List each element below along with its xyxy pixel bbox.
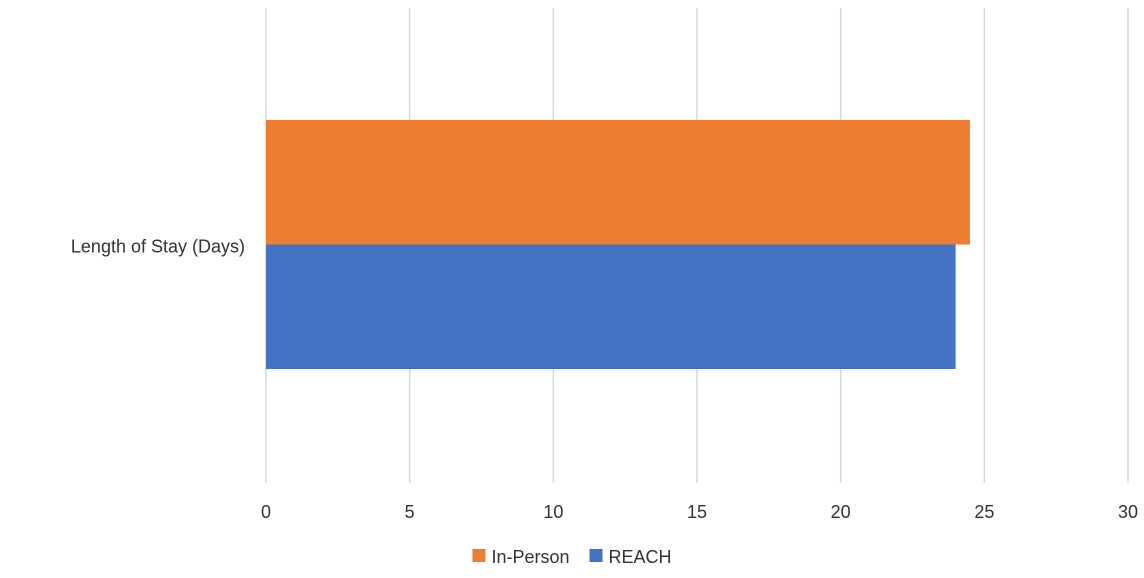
- legend: In-Person REACH: [472, 547, 672, 567]
- legend-label: REACH: [609, 547, 672, 567]
- x-tick-label: 10: [543, 502, 563, 522]
- legend-label: In-Person: [491, 547, 569, 567]
- axis-labels: 0 5 10 15 20 25 30 Length of Stay (Days): [71, 237, 1138, 523]
- x-tick-label: 15: [687, 502, 707, 522]
- bars: [266, 120, 970, 369]
- x-tick-label: 25: [974, 502, 994, 522]
- x-tick-label: 20: [831, 502, 851, 522]
- category-label: Length of Stay (Days): [71, 237, 245, 257]
- legend-swatch: [589, 549, 603, 562]
- x-tick-label: 30: [1118, 502, 1138, 522]
- bar-reach: [266, 244, 956, 369]
- legend-swatch: [472, 549, 486, 562]
- x-tick-label: 5: [405, 502, 415, 522]
- bar-in-person: [266, 120, 970, 245]
- x-tick-label: 0: [261, 502, 271, 522]
